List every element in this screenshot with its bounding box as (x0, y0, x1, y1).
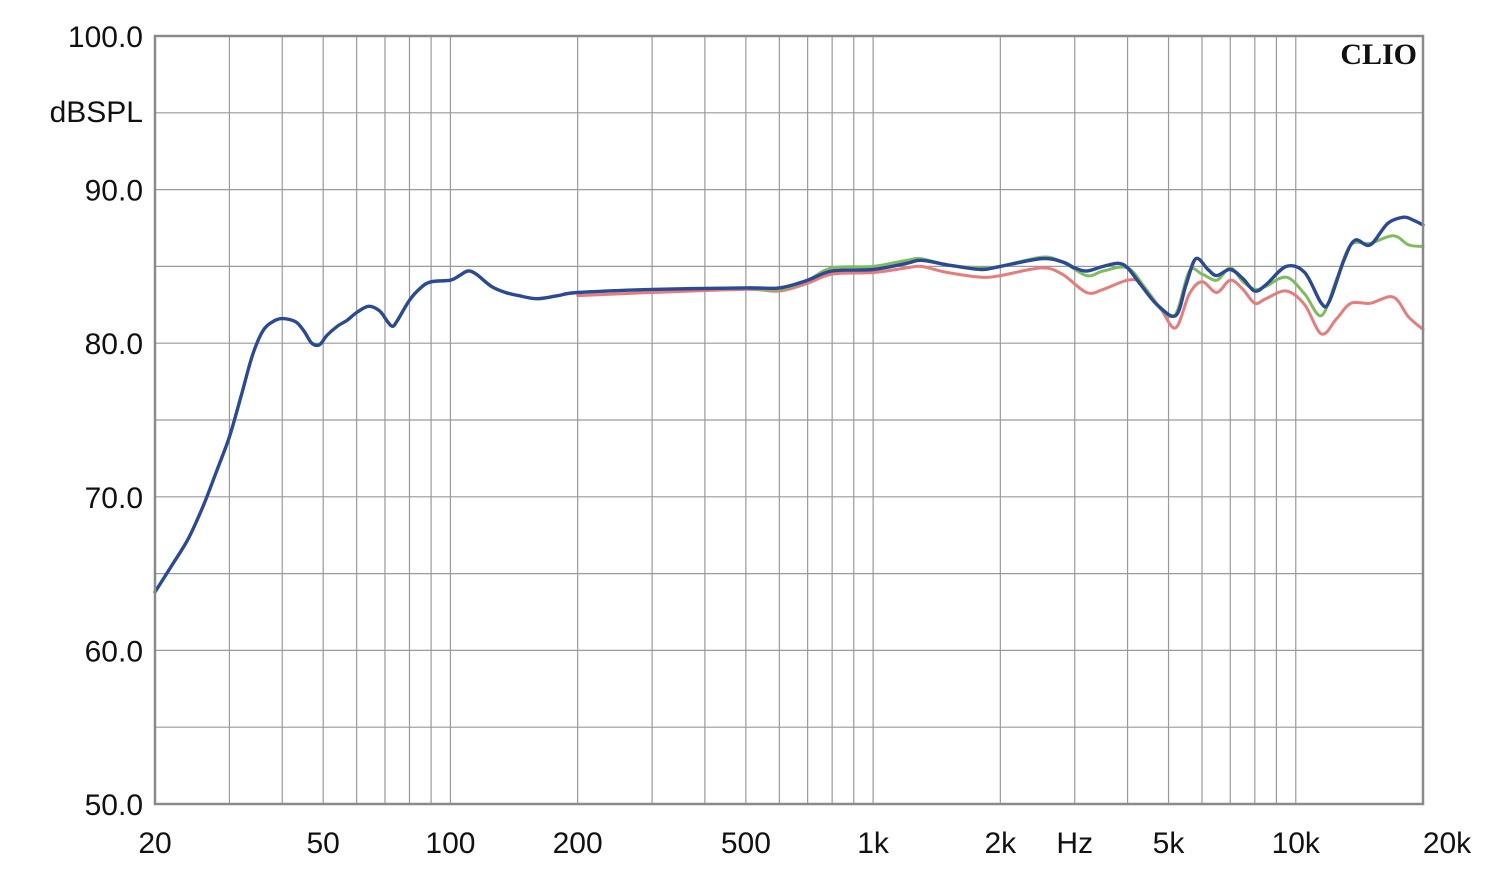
series-layer (153, 215, 1425, 594)
y-tick-label: 100.0 (68, 21, 143, 54)
x-tick-label: 200 (553, 827, 603, 860)
x-tick-label: 20 (138, 827, 171, 860)
y-tick-labels: 100.0 90.0 80.0 70.0 60.0 50.0 (68, 21, 143, 822)
y-tick-label: 90.0 (85, 175, 143, 208)
y-tick-label: 50.0 (85, 789, 143, 822)
x-tick-label: 2k (984, 827, 1017, 860)
clio-brand-logo: CLIO (1340, 38, 1417, 71)
x-tick-label: 20k (1423, 827, 1472, 860)
x-tick-labels: 20 50 100 200 500 1k 2k 5k 10k 20k (138, 827, 1472, 860)
y-axis-label: dBSPL (50, 96, 143, 129)
y-tick-label: 60.0 (85, 635, 143, 668)
x-tick-label: 100 (425, 827, 475, 860)
x-tick-label: 50 (307, 827, 340, 860)
x-tick-label: 5k (1153, 827, 1186, 860)
grid-lines (155, 36, 1423, 804)
y-tick-label: 70.0 (85, 482, 143, 515)
plot-frame (153, 34, 1425, 806)
y-tick-label: 80.0 (85, 328, 143, 361)
series-line-3 (153, 215, 1425, 594)
x-tick-label: 10k (1272, 827, 1321, 860)
x-tick-label: 500 (721, 827, 771, 860)
x-axis-unit-label: Hz (1056, 827, 1093, 860)
x-tick-label: 1k (857, 827, 890, 860)
